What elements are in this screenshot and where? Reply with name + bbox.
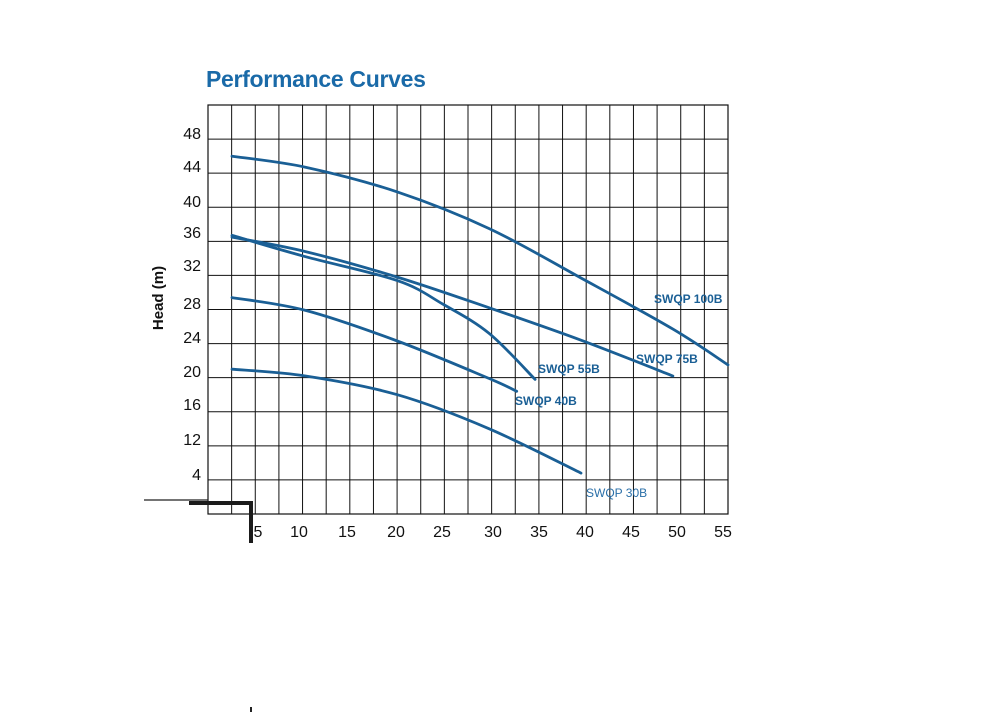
series-label-swqp-30b: SWQP 30B	[586, 486, 647, 500]
series-curve-swqp-75b	[230, 235, 675, 378]
y-axis-label: Head (m)	[150, 266, 167, 330]
y-tick-label: 36	[183, 225, 201, 242]
x-tick-label: 25	[433, 524, 451, 541]
series-curve-swqp-40b	[230, 296, 519, 393]
chart-grid	[207, 104, 729, 515]
series-label-swqp-100b: SWQP 100B	[654, 292, 723, 306]
x-tick-label: 20	[387, 524, 405, 541]
y-tick-label: 44	[183, 159, 201, 176]
y-tick-label: 4	[192, 467, 201, 484]
series-label-swqp-40b: SWQP 40B	[515, 394, 577, 408]
x-tick-label: 45	[622, 524, 640, 541]
y-tick-label: 28	[183, 296, 201, 313]
series-label-swqp-75b: SWQP 75B	[636, 352, 698, 366]
series-curve-swqp-55b	[230, 234, 537, 381]
series-labels: SWQP 100B SWQP 75B SWQP 55B SWQP 40B SWQP 30…	[515, 292, 723, 500]
series-curve-swqp-100b	[230, 154, 730, 367]
x-tick-label: 15	[338, 524, 356, 541]
chart-curves	[230, 154, 730, 475]
y-tick-label: 16	[183, 397, 201, 414]
y-tick-label: 32	[183, 258, 201, 275]
x-tick-label: 5	[254, 524, 263, 541]
series-label-swqp-55b: SWQP 55B	[538, 362, 600, 376]
y-tick-label: 20	[183, 364, 201, 381]
y-tick-label: 24	[183, 330, 201, 347]
y-tick-label: 12	[183, 432, 201, 449]
y-tick-label: 40	[183, 194, 201, 211]
x-tick-label: 40	[576, 524, 594, 541]
x-tick-label: 35	[530, 524, 548, 541]
corner-bracket-mark	[144, 499, 253, 712]
x-axis-ticks: 5 10 15 20 25 30 35 40 45 50 55	[254, 524, 732, 541]
x-tick-label: 50	[668, 524, 686, 541]
y-tick-label: 48	[183, 126, 201, 143]
x-tick-label: 55	[714, 524, 732, 541]
x-tick-label: 30	[484, 524, 502, 541]
chart-title: Performance Curves	[206, 66, 426, 92]
series-curve-swqp-30b	[230, 367, 583, 475]
x-tick-label: 10	[290, 524, 308, 541]
y-axis-ticks: 4 12 16 20 24 28 32 36 40 44 48	[183, 126, 201, 484]
